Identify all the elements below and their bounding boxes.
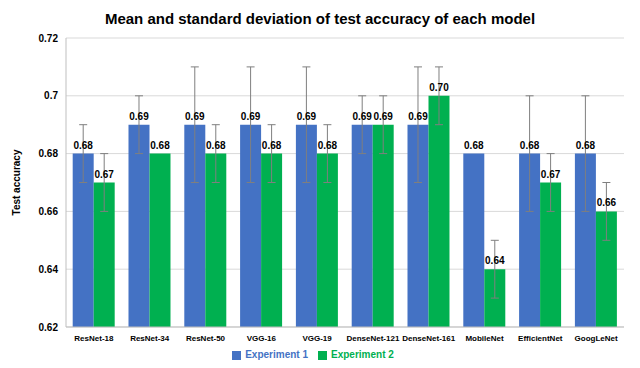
- svg-text:GoogLeNet: GoogLeNet: [575, 334, 618, 343]
- svg-text:0.68: 0.68: [464, 140, 484, 151]
- svg-text:0.69: 0.69: [297, 111, 317, 122]
- svg-text:VGG-16: VGG-16: [247, 334, 277, 343]
- svg-text:ResNet-34: ResNet-34: [130, 334, 170, 343]
- svg-text:0.69: 0.69: [185, 111, 205, 122]
- svg-text:0.68: 0.68: [206, 140, 226, 151]
- html-text:Experiment 1: Experiment 1: [245, 349, 308, 360]
- svg-text:0.66: 0.66: [39, 206, 59, 217]
- svg-text:0.68: 0.68: [150, 140, 170, 151]
- svg-text:0.72: 0.72: [39, 33, 59, 44]
- svg-text:0.69: 0.69: [373, 111, 393, 122]
- svg-text:0.69: 0.69: [129, 111, 149, 122]
- svg-text:DenseNet-161: DenseNet-161: [402, 334, 455, 343]
- svg-text:0.64: 0.64: [485, 255, 505, 266]
- svg-text:ResNet-18: ResNet-18: [74, 334, 114, 343]
- svg-text:DenseNet-121: DenseNet-121: [346, 334, 399, 343]
- svg-text:0.69: 0.69: [408, 111, 428, 122]
- svg-text:Test accuracy: Test accuracy: [11, 149, 22, 215]
- svg-text:0.7: 0.7: [44, 90, 58, 101]
- svg-text:0.66: 0.66: [597, 197, 617, 208]
- svg-text:0.64: 0.64: [39, 264, 59, 275]
- svg-text:ResNet-50: ResNet-50: [186, 334, 226, 343]
- svg-text:0.68: 0.68: [262, 140, 282, 151]
- svg-text:0.68: 0.68: [520, 140, 540, 151]
- svg-text:EfficientNet: EfficientNet: [518, 334, 563, 343]
- svg-text:VGG-19: VGG-19: [302, 334, 332, 343]
- svg-text:0.69: 0.69: [352, 111, 372, 122]
- html-text:Experiment 2: Experiment 2: [331, 349, 394, 360]
- svg-text:0.69: 0.69: [241, 111, 261, 122]
- svg-text:MobileNet: MobileNet: [465, 334, 504, 343]
- svg-text:0.67: 0.67: [94, 169, 114, 180]
- svg-text:0.68: 0.68: [39, 148, 59, 159]
- svg-text:0.68: 0.68: [73, 140, 93, 151]
- html-text:Mean and standard deviation of: Mean and standard deviation of test accu…: [104, 10, 536, 27]
- svg-text:0.70: 0.70: [429, 82, 449, 93]
- svg-text:0.67: 0.67: [541, 169, 561, 180]
- svg-text:0.68: 0.68: [318, 140, 338, 151]
- svg-text:0.62: 0.62: [39, 322, 59, 333]
- svg-text:0.68: 0.68: [576, 140, 596, 151]
